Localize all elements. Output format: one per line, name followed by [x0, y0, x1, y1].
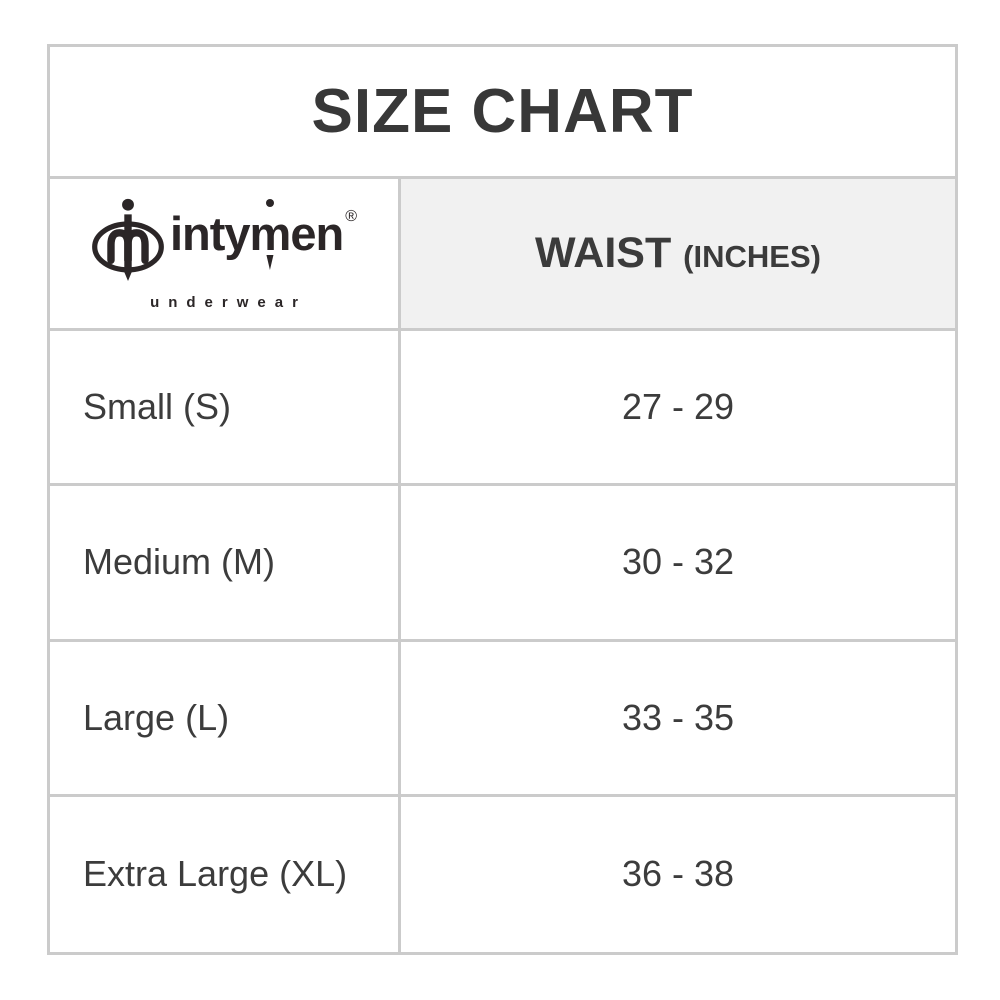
title-row: SIZE CHART	[50, 47, 955, 179]
size-label: Large (L)	[83, 696, 230, 738]
waist-value: 27 - 29	[621, 386, 735, 428]
table-row-medium-waist-cell: 30 - 32	[401, 486, 955, 642]
table-row-medium-size-cell: Medium (M)	[50, 486, 401, 642]
brand-logo-top: intymen ®	[91, 196, 357, 284]
waist-header-unit: (INCHES)	[683, 239, 821, 274]
table-row-small-waist-cell: 27 - 29	[401, 331, 955, 487]
size-label: Extra Large (XL)	[83, 853, 348, 895]
size-label: Medium (M)	[83, 541, 276, 583]
size-label: Small (S)	[83, 386, 232, 428]
brand-logo-cell: intymen ® underwear	[50, 179, 401, 331]
intymen-logo-icon	[92, 198, 164, 281]
waist-value: 30 - 32	[621, 541, 735, 583]
table-row-large-waist-cell: 33 - 35	[401, 642, 955, 797]
registered-trademark-symbol: ®	[345, 208, 357, 225]
table-row-xlarge-size-cell: Extra Large (XL)	[50, 796, 401, 952]
waist-header-cell: WAIST (INCHES)	[401, 179, 955, 331]
size-chart-table: SIZE CHART intymen ® underwear	[47, 44, 958, 955]
brand-logo: intymen ® underwear	[91, 196, 357, 311]
brand-wordmark: intymen	[169, 196, 344, 260]
waist-value: 36 - 38	[621, 853, 735, 895]
page-title: SIZE CHART	[311, 77, 694, 146]
waist-header-label: WAIST (INCHES)	[535, 229, 821, 277]
waist-value: 33 - 35	[621, 696, 735, 738]
brand-word-part2: en	[290, 207, 344, 260]
brand-tagline: underwear	[150, 294, 307, 311]
brand-word-m: m	[249, 207, 292, 260]
brand-word-part1: inty	[169, 207, 251, 260]
table-row-small-size-cell: Small (S)	[50, 331, 401, 487]
table-row-large-size-cell: Large (L)	[50, 641, 401, 797]
table-row-xlarge-waist-cell: 36 - 38	[401, 797, 955, 952]
